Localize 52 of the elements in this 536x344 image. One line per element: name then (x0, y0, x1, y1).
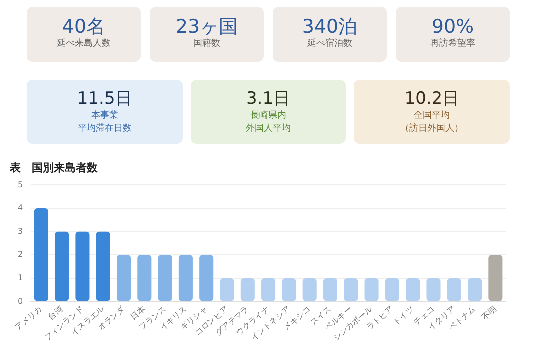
text: 3.1日 (245, 88, 292, 110)
bar (426, 278, 441, 302)
text: 23ヶ国 (174, 16, 240, 38)
bar (220, 278, 234, 302)
text: 340泊 (301, 16, 359, 38)
text: 延べ来島人数 (56, 38, 112, 51)
x-tick-label: 台湾 (46, 304, 65, 322)
bar (468, 278, 482, 302)
text: 11.5日 (76, 88, 134, 110)
bar (55, 232, 70, 302)
bar (323, 278, 338, 302)
bar (262, 278, 276, 302)
text: （訪日外国人） (400, 123, 465, 136)
bar (178, 255, 193, 302)
bar (344, 278, 358, 302)
text: 全国平均 (413, 110, 452, 123)
bar (302, 278, 317, 302)
text: 外国人平均 (245, 123, 292, 136)
y-tick-label: 3 (18, 226, 24, 236)
text: 長崎県内 (250, 110, 288, 123)
bar (138, 255, 152, 302)
text: 90% (430, 16, 476, 38)
chart-title: 表 国別来島者数 (9, 161, 99, 174)
y-tick-label: 0 (18, 296, 24, 306)
x-tick-label: アメリカ (14, 304, 44, 332)
bar (96, 232, 110, 302)
bar (282, 278, 296, 302)
bar (406, 278, 420, 302)
y-tick-label: 2 (18, 250, 24, 260)
text: 10.2日 (404, 88, 461, 110)
bar (158, 255, 172, 302)
text: 延べ宿泊数 (306, 38, 354, 51)
text: 平均滞在日数 (76, 123, 133, 136)
bar (447, 278, 462, 302)
bar (240, 278, 255, 302)
bar (76, 232, 90, 302)
text: 国籍数 (192, 38, 222, 51)
bar (200, 255, 214, 302)
y-tick-label: 1 (18, 274, 24, 283)
y-tick-label: 5 (18, 180, 24, 190)
bar (116, 255, 132, 302)
bar (488, 255, 503, 302)
bar (364, 278, 379, 302)
text: 再訪希望率 (430, 38, 476, 51)
text: 40名 (61, 16, 107, 38)
x-tick-label: 不明 (480, 304, 498, 322)
bar (385, 278, 400, 302)
y-tick-label: 4 (18, 204, 24, 213)
bar (34, 208, 48, 302)
x-tick-label: ドイツ (392, 304, 416, 328)
x-tick-label: 日本 (129, 304, 148, 322)
text: 本事業 (90, 110, 120, 123)
